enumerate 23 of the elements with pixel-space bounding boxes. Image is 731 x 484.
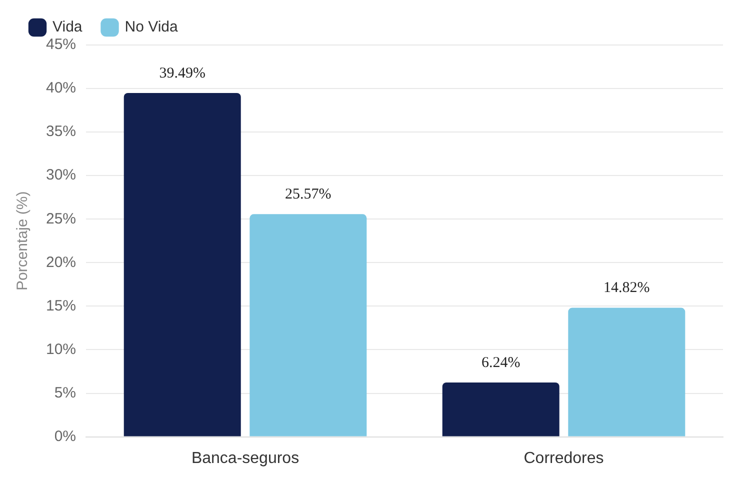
legend-label: Vida (52, 18, 83, 36)
bar (124, 92, 241, 436)
bar (250, 214, 367, 436)
y-tick-label: 20% (46, 254, 76, 271)
y-tick-label: 10% (46, 340, 76, 358)
y-tick-label: 40% (46, 80, 76, 97)
y-tick-label: 0% (54, 428, 76, 445)
y-tick-label: 35% (46, 123, 76, 140)
data-label: 25.57% (285, 186, 332, 203)
data-label: 39.49% (159, 65, 206, 82)
bar (442, 382, 560, 436)
y-tick-label: 25% (46, 210, 76, 228)
data-label: 14.82% (604, 280, 650, 296)
x-tick-label: Banca-seguros (191, 450, 300, 467)
bar (568, 308, 686, 436)
y-tick-label: 45% (46, 36, 76, 54)
y-axis-title: Porcentaje (%) (14, 191, 32, 291)
y-tick-label: 30% (46, 166, 76, 184)
y-tick-label: 5% (54, 384, 76, 402)
legend-label: No Vida (124, 18, 178, 36)
x-tick-label: Corredores (524, 450, 604, 467)
data-label: 6.24% (481, 354, 520, 371)
y-tick-label: 15% (46, 297, 76, 314)
